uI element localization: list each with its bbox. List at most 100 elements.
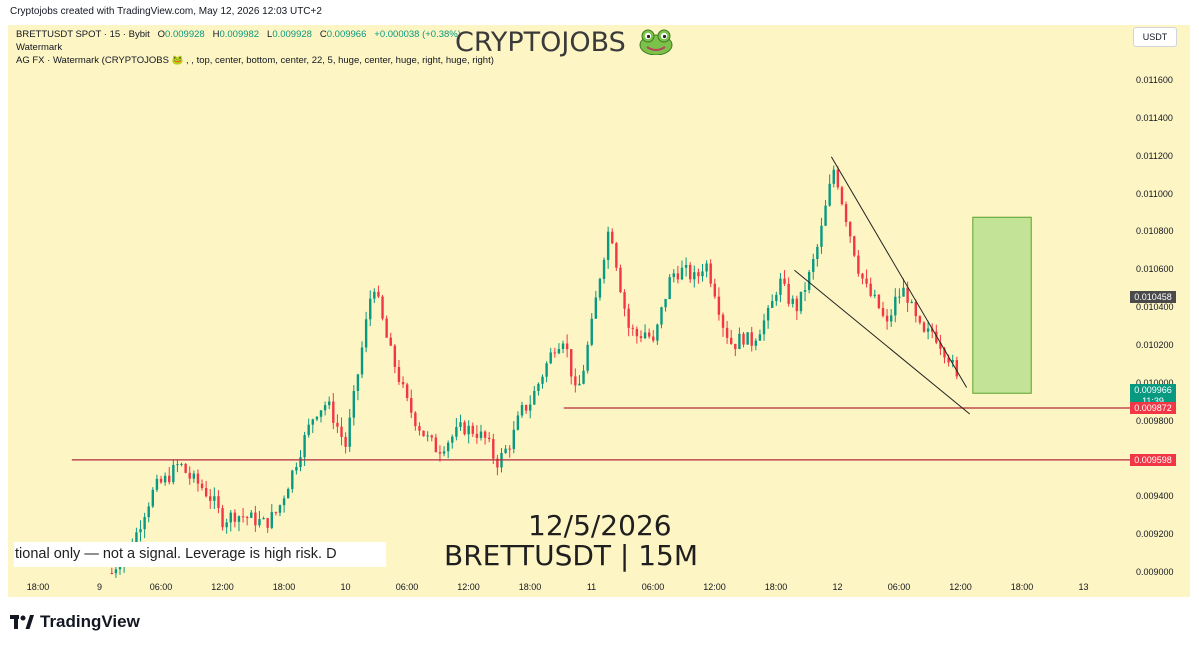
candle-body [680, 267, 684, 280]
candle-body [487, 437, 491, 440]
candle-body [217, 496, 220, 508]
candle-body [446, 442, 450, 452]
candle-body [574, 376, 577, 386]
candle-body [213, 496, 216, 501]
candle-body [524, 405, 528, 411]
x-tick-label: 06:00 [395, 582, 419, 592]
candle-body [360, 347, 364, 375]
candle-body [734, 343, 737, 350]
candle-body [697, 272, 700, 277]
candle-body [775, 294, 778, 302]
candle-body [791, 298, 794, 304]
candle-body [955, 360, 959, 377]
candle-body [561, 343, 565, 350]
symbol-name[interactable]: BRETTUSDT SPOT · 15 · Bybit [16, 29, 150, 40]
candle-body [902, 287, 905, 297]
high-value: 0.009982 [219, 29, 260, 40]
low-value: 0.009928 [272, 29, 312, 40]
candle-body [672, 273, 675, 278]
candle-body [430, 435, 433, 438]
candle-body [438, 452, 442, 454]
candle-body [467, 425, 470, 435]
candle-body [910, 301, 913, 303]
candle-body [262, 518, 265, 520]
y-tick-label: 0.010000 [1136, 377, 1174, 388]
x-tick-label: 18:00 [272, 582, 296, 592]
candle-body [779, 278, 782, 295]
candle-body [619, 267, 622, 293]
candle-body [586, 344, 589, 371]
candle-body [254, 512, 257, 526]
candle-body [348, 417, 351, 447]
candle-body [853, 236, 856, 256]
candle-body [951, 360, 954, 363]
candle-body [455, 426, 458, 437]
candle-body [713, 283, 717, 297]
candle-body [869, 283, 872, 296]
candle-body [229, 512, 232, 523]
candle-body [931, 328, 934, 332]
symbol-legend[interactable]: BRETTUSDT SPOT · 15 · Bybit O0.009928 H0… [16, 29, 461, 40]
candle-body [943, 348, 946, 358]
x-tick-label: 18:00 [518, 582, 542, 592]
tradingview-logo[interactable]: TradingView [10, 612, 140, 632]
candle-body [705, 263, 708, 272]
candle-body [721, 314, 725, 328]
candle-body [323, 405, 327, 411]
watermark-pair: BRETTUSDT | 15M [444, 539, 699, 572]
chart-credit: Cryptojobs created with TradingView.com,… [10, 6, 322, 17]
candle-body [545, 363, 548, 377]
candle-body [221, 507, 224, 528]
candle-body [803, 290, 807, 292]
candle-body [483, 431, 487, 438]
candle-body [463, 422, 466, 435]
y-tick-label: 0.009400 [1136, 491, 1174, 502]
price-label: 0.010458 [1130, 291, 1176, 304]
target-zone [972, 216, 1032, 394]
indicator-agfx[interactable]: AG FX · Watermark (CRYPTOJOBS 🐸 , , top,… [16, 55, 494, 66]
candle-body [631, 327, 634, 329]
candle-body [807, 271, 811, 291]
price-chart[interactable] [8, 25, 1190, 597]
candle-body [114, 569, 118, 574]
trendline [830, 156, 968, 388]
candles [110, 165, 959, 578]
candle-body [508, 448, 511, 450]
candle-body [315, 416, 319, 420]
candle-body [865, 278, 868, 284]
chart-area[interactable]: BRETTUSDT SPOT · 15 · Bybit O0.009928 H0… [8, 25, 1190, 597]
candle-body [200, 483, 204, 489]
candle-body [241, 516, 245, 518]
y-tick-label: 0.009200 [1136, 529, 1174, 540]
x-tick-label: 13 [1078, 582, 1089, 592]
y-tick-label: 0.010600 [1136, 264, 1174, 275]
candle-body [291, 470, 294, 490]
candle-body [397, 366, 401, 382]
candle-body [918, 316, 922, 323]
candle-body [356, 374, 360, 392]
close-value: 0.009966 [326, 29, 367, 40]
candle-body [401, 381, 405, 385]
candle-body [155, 478, 159, 490]
watermark-title: CRYPTOJOBS [455, 27, 674, 58]
candle-body [529, 404, 532, 411]
y-tick-label: 0.010400 [1136, 302, 1174, 313]
indicator-watermark[interactable]: Watermark [16, 42, 63, 53]
candle-body [274, 512, 278, 514]
currency-button[interactable]: USDT [1133, 27, 1177, 47]
candle-body [270, 512, 273, 528]
high-label: H [212, 29, 220, 40]
candle-body [188, 472, 191, 479]
candle-body [877, 294, 881, 309]
candle-body [836, 169, 840, 188]
candle-body [688, 264, 692, 280]
candle-body [787, 283, 790, 304]
candle-body [143, 517, 146, 530]
candle-body [537, 383, 540, 392]
candle-body [820, 225, 823, 247]
candle-body [885, 315, 889, 322]
candle-body [922, 322, 926, 332]
candle-body [844, 204, 848, 223]
candle-body [623, 292, 626, 309]
frog-icon [639, 29, 673, 56]
